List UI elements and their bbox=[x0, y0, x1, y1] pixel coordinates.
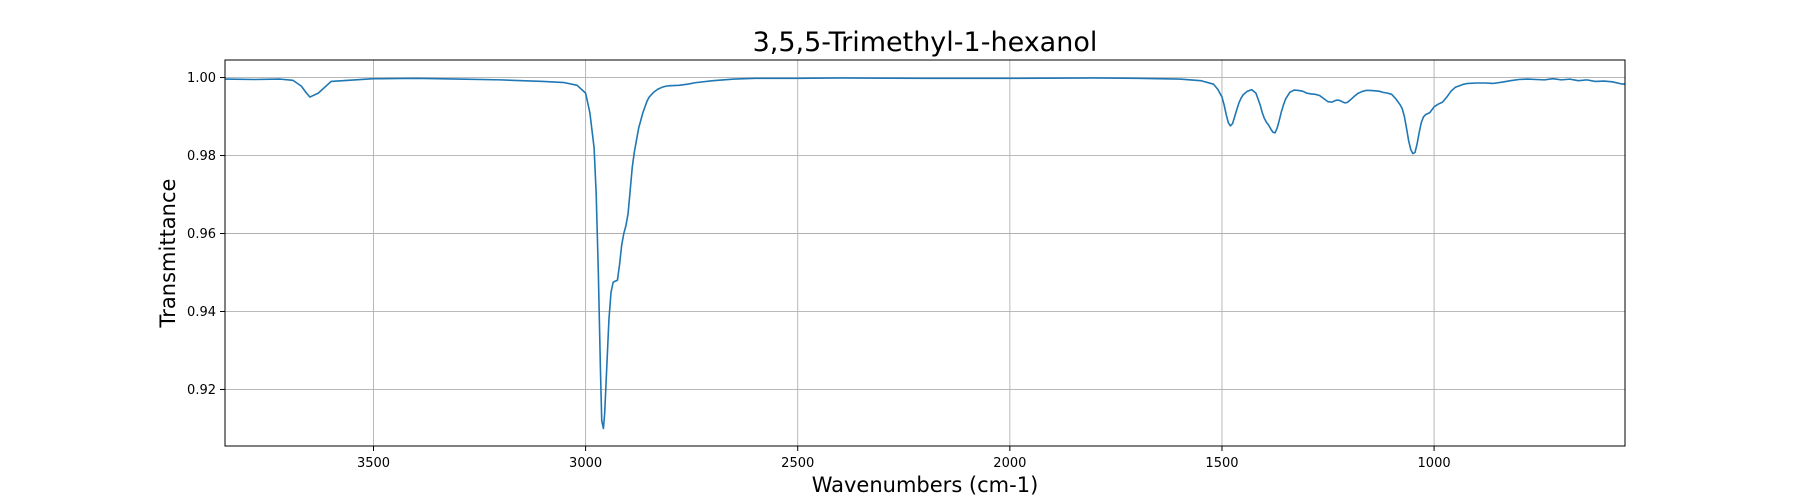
x-tick-label: 3500 bbox=[357, 456, 390, 471]
y-tick-label: 0.96 bbox=[187, 227, 216, 242]
x-tick-label: 2500 bbox=[781, 456, 814, 471]
x-tick-label: 1500 bbox=[1205, 456, 1238, 471]
y-tick-label: 0.94 bbox=[187, 305, 216, 320]
x-axis: 3500 3000 2500 2000 1500 1000 bbox=[357, 446, 1451, 471]
y-tick-label: 0.92 bbox=[187, 383, 216, 398]
x-tick-label: 1000 bbox=[1418, 456, 1451, 471]
x-tick-label: 3000 bbox=[569, 456, 602, 471]
chart-title: 3,5,5-Trimethyl-1-hexanol bbox=[753, 27, 1098, 58]
y-axis-label: Transmittance bbox=[156, 179, 180, 329]
y-tick-label: 0.98 bbox=[187, 149, 216, 164]
grid-lines bbox=[225, 60, 1625, 446]
spectrum-line bbox=[225, 77, 1625, 430]
plot-frame bbox=[224, 59, 1626, 447]
x-axis-label: Wavenumbers (cm-1) bbox=[812, 473, 1039, 497]
x-tick-label: 2000 bbox=[993, 456, 1026, 471]
y-tick-label: 1.00 bbox=[187, 71, 216, 86]
y-axis: 0.92 0.94 0.96 0.98 1.00 bbox=[187, 71, 225, 398]
plot-area bbox=[225, 77, 1625, 430]
